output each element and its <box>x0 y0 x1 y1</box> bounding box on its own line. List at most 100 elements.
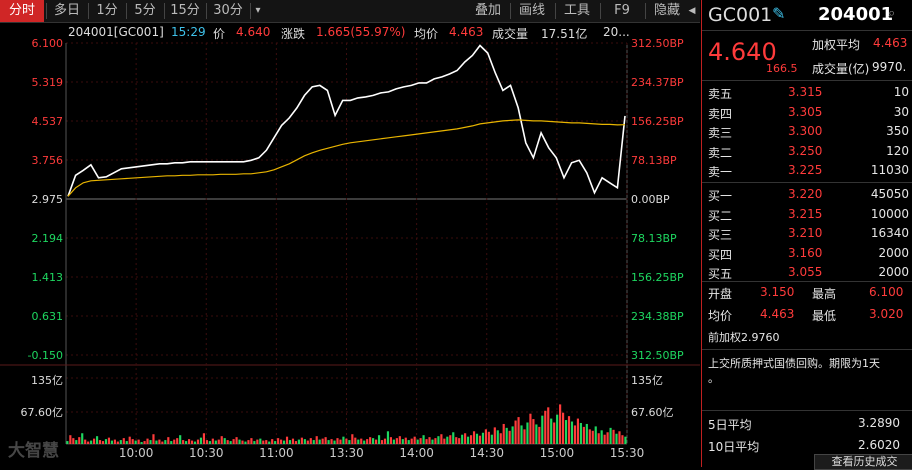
x-tick-label: 15:30 <box>610 446 645 460</box>
order-book-row[interactable]: 买四 3.160 2000 <box>702 245 912 263</box>
order-price: 3.300 <box>788 124 823 139</box>
panel-number: 204001 <box>818 4 894 25</box>
volume-bar <box>523 429 526 444</box>
volume-bar <box>377 435 381 444</box>
volume-bar <box>185 441 188 444</box>
order-book-row[interactable]: 卖三 3.300 350 <box>702 123 912 141</box>
volume-bar <box>190 440 194 444</box>
tab-15min[interactable]: 15分 <box>170 3 200 18</box>
volume-bar <box>66 441 69 444</box>
volume-bar <box>131 439 134 444</box>
volume-bar <box>205 440 208 444</box>
f9-button[interactable]: F9 <box>614 3 630 18</box>
volume-bar <box>113 439 116 444</box>
edit-icon[interactable]: ✎ <box>772 4 786 23</box>
order-level-label: 卖三 <box>708 126 733 141</box>
prev-value: 2.9760 <box>741 331 780 344</box>
y-tick-label-right: 312.50BP <box>631 37 684 50</box>
history-trades-button[interactable]: 查看历史成交 <box>814 454 912 470</box>
order-book-row[interactable]: 卖四 3.305 30 <box>702 104 912 122</box>
y-tick-label-left: 0.631 <box>32 310 64 323</box>
divider <box>206 3 207 19</box>
divider <box>126 3 127 19</box>
volume-bar <box>149 440 152 444</box>
volume-bar <box>271 439 274 444</box>
volume-bar <box>502 423 505 444</box>
volume-bar <box>437 436 440 444</box>
wavg-label: 加权平均 <box>812 38 861 52</box>
volume-bar <box>398 436 401 444</box>
watermark-logo: 大智慧 <box>8 441 59 461</box>
volume-bar <box>72 438 75 444</box>
volume-bar <box>282 440 286 444</box>
avg-label: 均价 <box>414 27 439 41</box>
volume-bar <box>164 440 167 444</box>
order-price: 3.055 <box>788 265 823 280</box>
volume-bar <box>612 429 615 444</box>
hide-button[interactable]: 隐藏 <box>653 3 680 18</box>
volume-bar <box>508 430 511 444</box>
tab-30min[interactable]: 30分 <box>213 3 243 18</box>
order-level-label: 买一 <box>708 189 733 203</box>
more-periods-icon[interactable]: ▾ <box>255 5 261 16</box>
tab-multiday[interactable]: 多日 <box>53 3 80 18</box>
volume-bar <box>407 440 410 444</box>
volume-bar <box>277 438 280 444</box>
volume-bar <box>621 435 624 444</box>
volume-bar <box>529 413 532 444</box>
volume-bar <box>517 417 520 444</box>
order-qty: 10 <box>893 85 909 99</box>
volume-bar <box>176 438 179 444</box>
volume-bar <box>223 438 226 444</box>
order-qty: 120 <box>886 143 909 158</box>
order-book-row[interactable]: 卖五 3.315 10 <box>702 84 912 102</box>
tab-5min[interactable]: 5分 <box>134 3 156 18</box>
volume-bar <box>339 439 342 444</box>
volume-bar <box>140 442 143 444</box>
volume-bar <box>389 437 393 444</box>
order-price: 3.210 <box>788 226 823 241</box>
order-book-row[interactable]: 买五 3.055 2000 <box>702 264 912 282</box>
order-price: 3.250 <box>788 143 823 158</box>
volume-bar <box>434 438 437 444</box>
tab-1min[interactable]: 1分 <box>96 3 118 18</box>
volume-bar <box>312 440 315 444</box>
volume-bar <box>345 438 348 444</box>
search-icon[interactable]: ⌕ <box>888 6 896 21</box>
divider <box>702 80 912 81</box>
volume-bar <box>247 440 250 444</box>
volume-bar <box>624 436 627 444</box>
order-book-row[interactable]: 买一 3.220 45050 <box>702 186 912 204</box>
tools-button[interactable]: 工具 <box>563 3 590 18</box>
overlay-button[interactable]: 叠加 <box>474 3 501 18</box>
volume-bar <box>268 441 271 444</box>
draw-line-button[interactable]: 画线 <box>518 3 545 18</box>
volume-bar <box>116 441 119 444</box>
volume-bar <box>588 429 591 444</box>
volume-bar <box>372 438 375 444</box>
collapse-icon[interactable]: ◀ <box>688 6 696 16</box>
volume-bar <box>158 439 161 444</box>
divider <box>702 410 912 411</box>
change-value: 1.665(55.97%) <box>316 25 406 39</box>
order-book-row[interactable]: 买二 3.215 10000 <box>702 206 912 224</box>
order-book-panel: GC001 ✎ 204001 ⌕ 4.640 166.5 加权平均 4.463 … <box>701 0 912 470</box>
volume-bar <box>187 439 191 444</box>
high-value: 6.100 <box>869 285 904 299</box>
volume-bar <box>440 434 443 444</box>
order-qty: 2000 <box>878 265 909 280</box>
volume-bar <box>128 436 131 444</box>
volume-bar <box>134 440 137 444</box>
volume-bar <box>609 427 612 444</box>
volume-bar <box>256 439 259 444</box>
order-qty: 11030 <box>870 163 909 178</box>
volume-bar <box>591 430 594 444</box>
order-book-row[interactable]: 买三 3.210 16340 <box>702 225 912 243</box>
y-tick-label-right: 78.13BP <box>631 232 677 245</box>
volume-bar <box>550 418 553 444</box>
tab-intraday[interactable]: 分时 <box>0 0 44 22</box>
order-book-row[interactable]: 卖二 3.250 120 <box>702 143 912 161</box>
volume-bar <box>499 433 502 444</box>
volume-bar <box>265 440 268 444</box>
order-book-row[interactable]: 卖一 3.225 11030 <box>702 162 912 180</box>
